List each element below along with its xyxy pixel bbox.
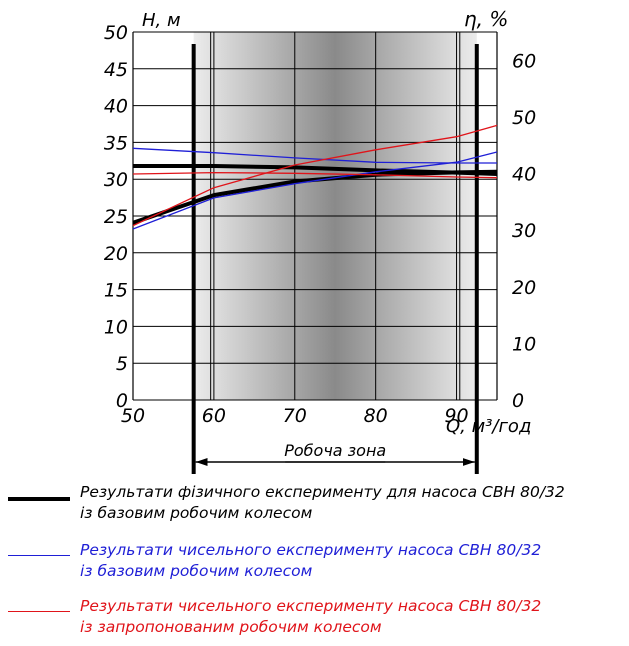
legend-item-physical: Результати фізичного експерименту для на… <box>0 482 629 532</box>
legend-swatch <box>8 611 70 612</box>
y-right-tick-label: 0 <box>512 390 524 412</box>
legend-label-line1: Результати чисельного експерименту насос… <box>80 541 542 559</box>
x-tick-label: 70 <box>283 405 307 427</box>
y-left-tick-label: 50 <box>104 22 128 44</box>
x-tick-label: 80 <box>364 405 388 427</box>
y-left-tick-label: 40 <box>104 96 128 118</box>
legend-label-line2: із базовим робочим колесом <box>80 504 313 522</box>
y-right-tick-label: 30 <box>512 220 536 242</box>
y-left-tick-label: 20 <box>104 243 128 265</box>
y-left-tick-label: 15 <box>104 280 128 302</box>
working-zone-bounds <box>191 44 479 474</box>
series-curves <box>132 124 498 230</box>
series-2-head-curve <box>132 171 498 179</box>
x-axis-title: Q, м³/год <box>446 416 531 437</box>
legend-swatch <box>8 555 70 556</box>
y-left-tick-label: 0 <box>116 390 128 412</box>
x-tick-label: 90 <box>444 405 468 427</box>
y-left-tick-label: 45 <box>104 59 128 81</box>
y-left-axis-title: H, м <box>142 10 181 31</box>
y-right-tick-label: 50 <box>512 107 536 129</box>
y-right-tick-label: 60 <box>512 50 536 72</box>
legend-label-line2: із базовим робочим колесом <box>80 562 313 580</box>
legend-label-line1: Результати чисельного експерименту насос… <box>80 597 542 615</box>
x-tick-label: 60 <box>202 405 226 427</box>
series-1-efficiency-curve <box>132 151 498 230</box>
working-zone-dimension: Робоча зона <box>195 441 475 466</box>
legend-item-numerical-base: Результати чисельного експерименту насос… <box>0 540 629 590</box>
y-left-tick-label: 35 <box>104 132 128 154</box>
x-tick-label: 50 <box>121 405 145 427</box>
legend-item-numerical-proposed: Результати чисельного експерименту насос… <box>0 596 629 646</box>
y-right-tick-label: 10 <box>512 333 536 355</box>
y-right-tick-label: 20 <box>512 277 536 299</box>
series-2-efficiency-curve <box>132 124 498 227</box>
y-right-tick-label: 40 <box>512 164 536 186</box>
legend-swatch <box>8 497 70 501</box>
working-zone-label: Робоча зона <box>284 441 386 460</box>
y-left-tick-label: 30 <box>104 169 128 191</box>
series-1-head-curve <box>132 147 497 164</box>
legend-label-line2: із запропонованим робочим колесом <box>80 618 382 636</box>
y-left-tick-label: 5 <box>116 353 128 375</box>
y-right-axis-title: η, % <box>464 7 508 31</box>
y-left-tick-label: 10 <box>104 316 128 338</box>
legend-label-line1: Результати фізичного експерименту для на… <box>80 483 565 501</box>
y-left-tick-label: 25 <box>104 206 128 228</box>
